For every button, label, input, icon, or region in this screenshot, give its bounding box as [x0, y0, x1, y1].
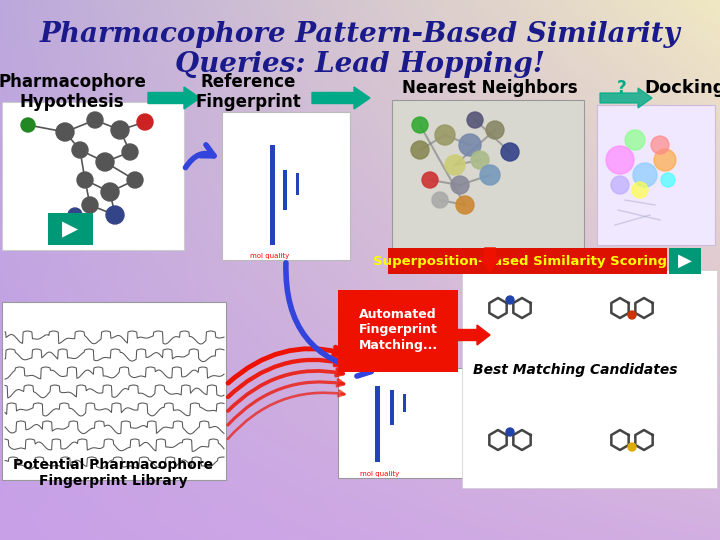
FancyArrow shape [480, 248, 500, 272]
Circle shape [68, 208, 82, 222]
Bar [462, 270, 717, 488]
Circle shape [456, 196, 474, 214]
Circle shape [411, 141, 429, 159]
Circle shape [625, 130, 645, 150]
Bar [669, 248, 701, 274]
Circle shape [96, 153, 114, 171]
Circle shape [628, 311, 636, 319]
Bar [296, 173, 299, 195]
Circle shape [127, 172, 143, 188]
Circle shape [122, 144, 138, 160]
Circle shape [412, 117, 428, 133]
Text: Docking: Docking [644, 79, 720, 97]
Bar [338, 290, 458, 372]
Text: ▶: ▶ [62, 219, 78, 239]
Circle shape [77, 172, 93, 188]
Circle shape [111, 121, 129, 139]
Circle shape [506, 428, 514, 436]
Bar [403, 394, 406, 412]
Bar [390, 390, 394, 425]
Circle shape [651, 136, 669, 154]
Bar [283, 170, 287, 210]
Text: Automated
Fingerprint
Matching...: Automated Fingerprint Matching... [359, 308, 438, 352]
Circle shape [82, 197, 98, 213]
Text: Pharmacophore
Hypothesis: Pharmacophore Hypothesis [0, 72, 146, 111]
Bar [222, 112, 350, 260]
Circle shape [632, 182, 648, 198]
Circle shape [611, 176, 629, 194]
FancyArrow shape [458, 325, 490, 345]
Bar [388, 248, 667, 274]
Circle shape [654, 149, 676, 171]
Text: Potential Pharmacophore
Fingerprint Library: Potential Pharmacophore Fingerprint Libr… [13, 458, 213, 488]
Circle shape [628, 443, 636, 451]
Circle shape [137, 114, 153, 130]
Circle shape [471, 151, 489, 169]
Circle shape [467, 112, 483, 128]
Bar [48, 213, 93, 245]
Bar [2, 102, 184, 250]
Text: Nearest Neighbors: Nearest Neighbors [402, 79, 578, 97]
Circle shape [101, 183, 119, 201]
Circle shape [486, 121, 504, 139]
Circle shape [445, 155, 465, 175]
Text: mol quality: mol quality [361, 471, 400, 477]
Circle shape [459, 134, 481, 156]
Text: Queries: Lead Hopping!: Queries: Lead Hopping! [175, 51, 545, 78]
FancyArrow shape [148, 87, 200, 109]
FancyArrow shape [600, 88, 652, 108]
Circle shape [422, 172, 438, 188]
Circle shape [501, 143, 519, 161]
Bar [375, 386, 380, 462]
Circle shape [633, 163, 657, 187]
FancyArrow shape [312, 87, 370, 109]
Circle shape [661, 173, 675, 187]
Circle shape [21, 118, 35, 132]
Text: Pharmacophore Pattern-Based Similarity: Pharmacophore Pattern-Based Similarity [40, 22, 680, 49]
Bar [270, 145, 275, 245]
Circle shape [56, 123, 74, 141]
Circle shape [106, 206, 124, 224]
Bar [392, 100, 584, 258]
Text: mol quality: mol quality [251, 253, 289, 259]
Circle shape [87, 112, 103, 128]
Circle shape [451, 176, 469, 194]
Circle shape [72, 142, 88, 158]
Text: Best Matching Candidates: Best Matching Candidates [473, 363, 678, 377]
Text: ?: ? [617, 79, 627, 97]
Bar [2, 302, 226, 480]
Circle shape [435, 125, 455, 145]
Text: Reference
Fingerprint: Reference Fingerprint [195, 72, 301, 111]
Circle shape [606, 146, 634, 174]
Circle shape [480, 165, 500, 185]
Circle shape [506, 296, 514, 304]
Text: ▶: ▶ [678, 252, 692, 270]
Circle shape [432, 192, 448, 208]
Bar [338, 368, 472, 478]
Bar [597, 105, 715, 245]
Text: Superposition-based Similarity Scoring: Superposition-based Similarity Scoring [373, 254, 667, 267]
